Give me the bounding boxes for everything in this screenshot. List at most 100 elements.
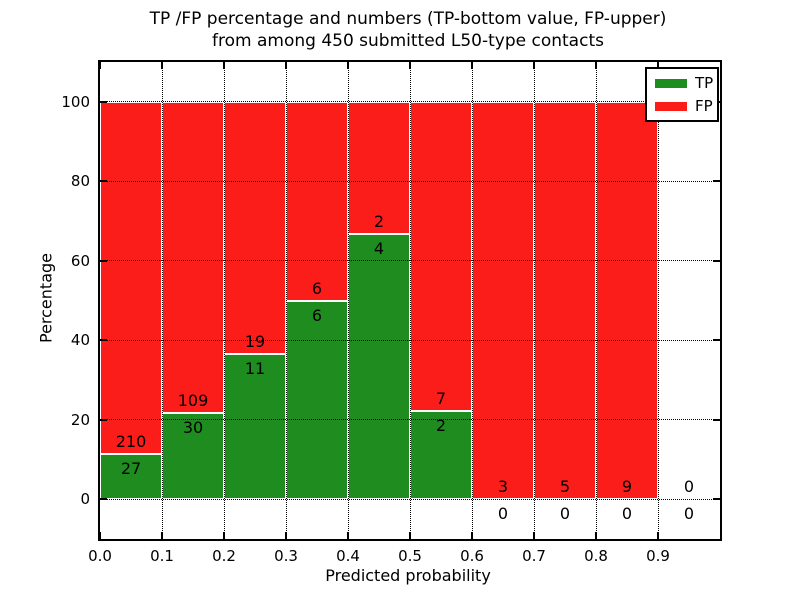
fp-count-label: 19 <box>244 331 266 351</box>
y-tick-label: 40 <box>70 331 90 350</box>
tp-count-label: 2 <box>435 415 447 435</box>
x-axis-tick-top <box>471 62 473 69</box>
grid-line-horizontal <box>100 101 720 103</box>
tp-count-label: 11 <box>244 358 266 378</box>
tp-bar-segment <box>100 453 162 500</box>
y-axis-tick <box>100 418 107 421</box>
legend-item-tp: TP <box>655 74 717 92</box>
grid-line-vertical <box>347 62 349 539</box>
y-axis-tick <box>100 339 107 342</box>
y-axis-tick <box>100 100 107 103</box>
fp-count-label: 7 <box>435 388 447 408</box>
fp-count-label: 6 <box>311 278 323 298</box>
fp-count-label: 0 <box>683 477 695 497</box>
y-tick-label: 60 <box>70 251 90 270</box>
grid-line-horizontal <box>100 339 720 341</box>
fp-count-label: 5 <box>559 477 571 497</box>
grid-line-horizontal <box>100 180 720 182</box>
fp-bar-segment <box>286 101 348 301</box>
fp-bar-segment <box>162 101 224 414</box>
legend-swatch-fp <box>655 101 687 111</box>
grid-line-vertical <box>161 62 163 539</box>
x-tick-label: 0.5 <box>398 547 422 565</box>
x-axis-tick <box>223 532 225 539</box>
y-axis-tick <box>100 180 107 183</box>
grid-line-vertical <box>595 62 597 539</box>
legend-label-fp: FP <box>695 97 713 115</box>
tp-bar-segment <box>286 300 348 500</box>
legend-label-tp: TP <box>695 74 714 92</box>
x-axis-tick-top <box>347 62 349 69</box>
y-axis-tick <box>100 498 107 501</box>
tp-bar-segment <box>348 234 410 500</box>
fp-bar-segment <box>100 101 162 454</box>
grid-layer <box>100 62 720 539</box>
tp-count-label: 6 <box>311 305 323 325</box>
fp-count-label: 210 <box>115 431 147 451</box>
y-axis-tick-right <box>713 339 720 342</box>
y-tick-label: 80 <box>70 172 90 191</box>
labels-layer: 210 27 109 30 19 11 6 6 2 4 7 2 3 0 5 0 9 0 0 0 0.0 0.1 0.2 0.3… <box>61 62 720 565</box>
tp-count-label: 0 <box>559 504 571 524</box>
y-axis-tick-right <box>713 180 720 183</box>
y-axis-tick <box>100 259 107 262</box>
y-axis-tick-right <box>713 259 720 262</box>
x-axis-label: Predicted probability <box>325 566 491 585</box>
tp-count-label: 0 <box>621 504 633 524</box>
grid-line-horizontal <box>100 260 720 262</box>
y-tick-label: 20 <box>70 410 90 429</box>
fp-count-label: 3 <box>497 477 509 497</box>
x-axis-tick <box>285 532 287 539</box>
x-axis-tick <box>161 532 163 539</box>
x-axis-tick-top <box>285 62 287 69</box>
grid-line-vertical <box>223 62 225 539</box>
chart-title: TP /FP percentage and numbers (TP-bottom… <box>98 8 718 52</box>
chart-title-line2: from among 450 submitted L50-type contac… <box>212 31 604 51</box>
y-axis-tick-right <box>713 418 720 421</box>
y-tick-label: 100 <box>61 92 90 111</box>
legend: TP FP <box>645 67 719 122</box>
x-axis-tick-top <box>595 62 597 69</box>
x-axis-tick-top <box>657 62 659 69</box>
fp-bar-segment <box>224 101 286 354</box>
tp-count-label: 0 <box>497 504 509 524</box>
grid-line-vertical <box>471 62 473 539</box>
grid-line-horizontal <box>100 419 720 421</box>
x-tick-label: 0.8 <box>584 547 608 565</box>
x-tick-label: 0.4 <box>336 547 360 565</box>
y-axis-tick-right <box>713 498 720 501</box>
x-axis-tick <box>657 532 659 539</box>
x-axis-tick <box>471 532 473 539</box>
x-tick-label: 0.9 <box>646 547 670 565</box>
tp-count-label: 27 <box>120 458 142 478</box>
tp-count-label: 4 <box>373 239 385 259</box>
x-axis-tick-top <box>161 62 163 69</box>
chart-title-line1: TP /FP percentage and numbers (TP-bottom… <box>149 9 667 29</box>
x-tick-label: 0.2 <box>212 547 236 565</box>
tp-bar-segment <box>410 410 472 500</box>
x-axis-tick-top <box>409 62 411 69</box>
x-tick-label: 0.1 <box>150 547 174 565</box>
x-axis-tick <box>533 532 535 539</box>
plot-area: 210 27 109 30 19 11 6 6 2 4 7 2 3 0 5 0 9 0 0 0 0.0 0.1 0.2 0.3… <box>61 60 722 565</box>
x-axis-tick-top <box>223 62 225 69</box>
x-axis-tick <box>595 532 597 539</box>
x-tick-label: 0.6 <box>460 547 484 565</box>
fp-count-label: 2 <box>373 212 385 232</box>
fp-bar-segment <box>472 101 534 500</box>
y-tick-label: 0 <box>80 490 90 509</box>
x-tick-label: 0.3 <box>274 547 298 565</box>
fp-count-label: 9 <box>621 477 633 497</box>
fp-count-label: 109 <box>177 391 209 411</box>
x-axis-tick <box>347 532 349 539</box>
x-axis-tick-top <box>99 62 101 69</box>
tp-bar-segment <box>224 353 286 500</box>
tp-count-label: 0 <box>683 504 695 524</box>
x-axis-tick <box>409 532 411 539</box>
grid-line-vertical <box>409 62 411 539</box>
x-tick-label: 0.7 <box>522 547 546 565</box>
grid-line-horizontal <box>100 498 720 500</box>
grid-line-vertical <box>285 62 287 539</box>
legend-swatch-tp <box>655 78 687 88</box>
